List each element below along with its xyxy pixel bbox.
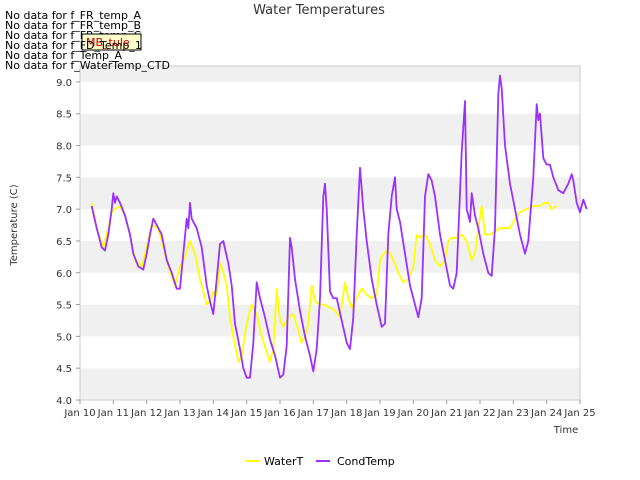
x-tick-label: Jan 20 — [397, 408, 429, 419]
x-tick-label: Jan 19 — [363, 408, 395, 419]
y-tick-label: 7.0 — [56, 205, 72, 216]
plot-area — [79, 65, 581, 401]
grid-band — [80, 368, 580, 400]
x-axis-label: Time — [553, 425, 578, 436]
x-tick-label: Jan 15 — [230, 408, 262, 419]
x-tick-label: Jan 11 — [97, 408, 129, 419]
tooltip-box: MB_tule — [81, 33, 142, 51]
legend: WaterT CondTemp — [245, 455, 395, 468]
grid-band — [80, 81, 580, 114]
no-data-message: No data for f_FR_temp_B — [5, 19, 141, 32]
x-tick-label: Jan 25 — [563, 408, 595, 419]
chart-title: Water Temperatures — [253, 3, 385, 18]
plot-background-bands — [80, 66, 580, 400]
series-line-condtemp — [90, 74, 588, 379]
no-data-message: No data for f_FR_temp_A — [5, 9, 141, 22]
no-data-message: No data for f_WaterTemp_CTD — [5, 59, 170, 72]
x-tick-label: Jan 17 — [297, 408, 329, 419]
y-tick-label: 5.5 — [56, 301, 72, 312]
grid-band — [80, 209, 580, 241]
no-data-messages: No data for f_FR_temp_A No data for f_FR… — [5, 9, 170, 72]
y-tick-label: 7.5 — [56, 173, 72, 184]
y-tick-label: 4.5 — [56, 364, 72, 375]
series-lines — [90, 74, 588, 379]
x-tick-label: Jan 21 — [430, 408, 462, 419]
no-data-message: No data for f_FD_Temp_1 — [5, 39, 142, 52]
x-tick-label: Jan 16 — [263, 408, 295, 419]
legend-label-condtemp: CondTemp — [337, 455, 395, 468]
y-axis-label: Temperature (C) — [9, 184, 20, 266]
x-tick-label: Jan 14 — [197, 408, 229, 419]
y-tick-label: 4.0 — [56, 396, 72, 407]
x-tick-label: Jan 22 — [463, 408, 495, 419]
y-tick-label: 6.5 — [56, 237, 72, 248]
y-tick-label: 5.0 — [56, 332, 72, 343]
grid-band — [80, 240, 580, 273]
x-tick-label: Jan 13 — [163, 408, 195, 419]
grid-band — [80, 336, 580, 369]
x-tick-label: Jan 10 — [63, 408, 95, 419]
x-axis-ticks: Jan 10 Jan 11 Jan 12 Jan 13 Jan 14 Jan 15 Jan … — [63, 400, 596, 419]
y-tick-label: 6.0 — [56, 269, 72, 280]
no-data-message: No data for f_Temp_A — [5, 49, 123, 62]
y-axis-ticks: 4.0 4.5 5.0 5.5 6.0 6.5 7.0 7.5 8.0 8.5 9.0 — [56, 78, 80, 407]
grid-band — [80, 304, 580, 337]
tooltip-label: MB_tule — [86, 36, 130, 49]
x-tick-label: Jan 23 — [497, 408, 529, 419]
y-tick-label: 8.0 — [56, 142, 72, 153]
y-tick-label: 9.0 — [56, 78, 72, 89]
x-tick-label: Jan 18 — [330, 408, 362, 419]
x-tick-label: Jan 12 — [130, 408, 162, 419]
x-tick-label: Jan 24 — [530, 408, 562, 419]
legend-label-watert: WaterT — [264, 455, 304, 468]
grid-band — [80, 66, 580, 82]
y-tick-label: 8.5 — [56, 110, 72, 121]
grid-band — [80, 177, 580, 210]
